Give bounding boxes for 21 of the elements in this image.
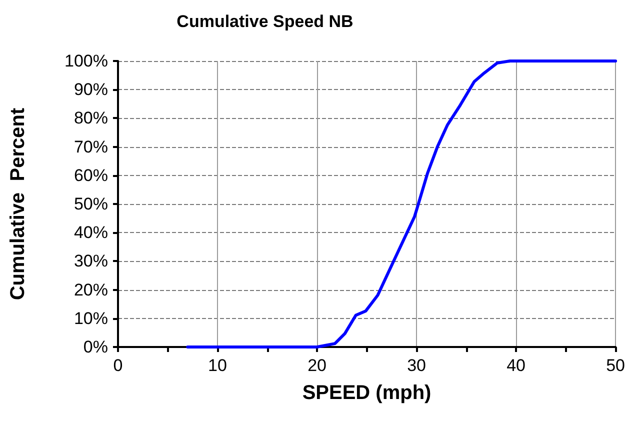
y-tick-label: 80%: [74, 108, 108, 128]
x-tick-label: 10: [208, 356, 227, 375]
y-axis-title: Cumulative Percent: [7, 108, 29, 300]
x-tick-label: 30: [407, 356, 426, 375]
y-tick-label: 90%: [74, 80, 108, 100]
y-tick-label: 20%: [74, 280, 108, 300]
chart-title: Cumulative Speed NB: [176, 12, 354, 31]
x-tick-label: 0: [113, 356, 123, 375]
y-tick-label: 60%: [74, 166, 108, 185]
x-tick-label: 20: [308, 356, 326, 375]
x-tick-label: 50: [606, 356, 626, 375]
y-tick-label: 0%: [83, 338, 108, 356]
y-tick-label: 100%: [64, 52, 108, 70]
y-tick-label: 30%: [74, 252, 108, 271]
y-tick-label: 50%: [74, 194, 108, 214]
x-tick-label: 40: [506, 356, 526, 375]
y-tick-label: 10%: [74, 308, 108, 328]
x-axis-title: SPEED (mph): [302, 382, 432, 404]
y-tick-label: 40%: [74, 223, 108, 242]
line-series: [186, 60, 618, 348]
y-tick-label: 70%: [74, 137, 108, 156]
